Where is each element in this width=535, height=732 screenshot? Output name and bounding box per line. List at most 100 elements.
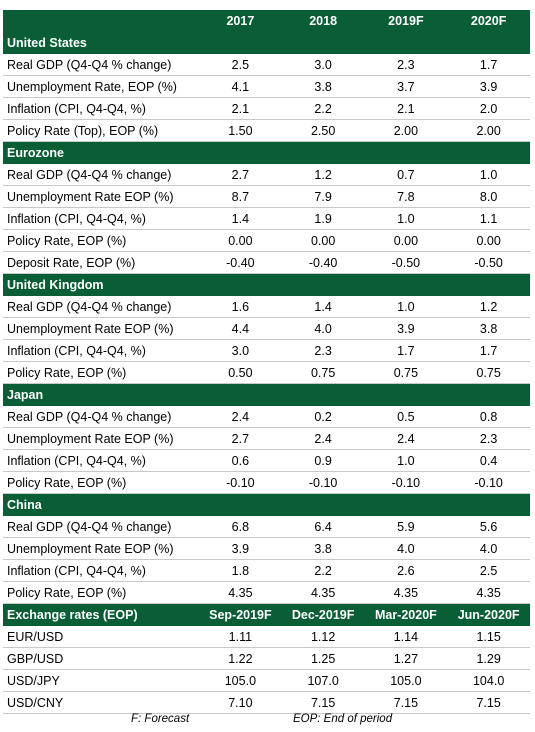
table-row-value-3: 0.00 [476, 233, 501, 248]
table-row-value-2: 1.0 [397, 453, 415, 468]
table-row-value-2: 4.0 [397, 541, 415, 556]
table-row-value-2: 4.35 [393, 585, 419, 600]
table-row-value-3: 2.5 [479, 563, 498, 578]
table-row-value-2: -0.50 [391, 255, 421, 270]
table-row-value-1: 7.15 [310, 695, 336, 710]
table-row-value-3: 8.0 [479, 189, 498, 204]
table-row-value-0: 4.35 [228, 585, 253, 600]
section-header: United Kingdom [3, 274, 530, 296]
table-row-value-0: 2.1 [231, 101, 250, 116]
table-row: Unemployment Rate EOP (%) 2.7 2.4 2.4 2.3 [3, 428, 530, 450]
table-row-value-3: 2.0 [479, 101, 498, 116]
table-row-label: USD/JPY [7, 673, 60, 688]
table-row-value-2: 1.0 [397, 299, 415, 314]
table-row: Policy Rate, EOP (%) 0.50 0.75 0.75 0.75 [3, 362, 530, 384]
table-row-label: Real GDP (Q4-Q4 % change) [7, 299, 172, 314]
table-row-value-3: 1.1 [479, 211, 498, 226]
table-row-value-1: 1.12 [310, 629, 336, 644]
table-row-value-0: 4.1 [231, 79, 250, 94]
table-row-label: Inflation (CPI, Q4-Q4, %) [7, 563, 146, 578]
table-row-value-1: 1.2 [314, 167, 332, 182]
table-row-value-0: -0.10 [226, 475, 255, 490]
exchange-header-row-value-0: Sep-2019F [209, 608, 272, 622]
table-row-label: Unemployment Rate, EOP (%) [7, 79, 177, 94]
table-row: Inflation (CPI, Q4-Q4, %) 2.1 2.2 2.1 2.0 [3, 98, 530, 120]
table-row-value-1: 0.9 [314, 453, 332, 468]
table-row-value-3: -0.10 [474, 475, 503, 490]
forecast-note: F: Forecast [131, 713, 190, 725]
table-row-value-3: 2.00 [476, 123, 501, 138]
table-row: Policy Rate (Top), EOP (%) 1.50 2.50 2.00 2.… [3, 120, 530, 142]
table-row: Unemployment Rate, EOP (%) 4.1 3.8 3.7 3.9 [3, 76, 530, 98]
table-row-value-0: 105.0 [224, 673, 257, 688]
table-row-value-1: 4.0 [314, 321, 332, 336]
table-row-value-2: 0.7 [397, 167, 415, 182]
table-row-value-0: 3.9 [231, 541, 250, 556]
table-row: Inflation (CPI, Q4-Q4, %) 0.6 0.9 1.0 0.4 [3, 450, 530, 472]
table-row-value-3: 4.0 [479, 541, 498, 556]
table-row-value-3: 0.4 [479, 453, 498, 468]
table-row-label: Policy Rate, EOP (%) [7, 233, 127, 248]
table-row-label: Real GDP (Q4-Q4 % change) [7, 167, 172, 182]
exchange-header-row: Exchange rates (EOP) Sep-2019F Dec-2019F Ma… [3, 604, 530, 626]
table-row-label: Real GDP (Q4-Q4 % change) [7, 409, 172, 424]
table-row-value-2: 2.3 [397, 57, 415, 72]
table-row-value-1: 2.3 [314, 343, 332, 358]
table-row-value-2: 2.6 [397, 563, 415, 578]
table-row-value-2: 1.7 [397, 343, 415, 358]
table-row-value-1: 1.9 [314, 211, 332, 226]
exchange-header-row-label: Exchange rates (EOP) [7, 608, 138, 622]
table-row-value-0: 2.5 [231, 57, 250, 72]
table-row: Real GDP (Q4-Q4 % change) 2.7 1.2 0.7 1.0 [3, 164, 530, 186]
table-row-value-0: 4.4 [231, 321, 250, 336]
table-row-label: Policy Rate, EOP (%) [7, 475, 127, 490]
table-row-value-1: 3.0 [314, 57, 332, 72]
table-header-row-value-3: 2020F [470, 14, 507, 28]
table-row-value-3: 3.9 [479, 79, 498, 94]
section-header-label: Japan [7, 388, 44, 402]
table-row-value-0: 1.50 [228, 123, 253, 138]
table-row-label: Real GDP (Q4-Q4 % change) [7, 519, 172, 534]
table-row-value-3: 1.29 [476, 651, 501, 666]
table-row-value-1: 4.35 [310, 585, 336, 600]
section-header: United States [3, 32, 530, 54]
table-row: USD/CNY 7.10 7.15 7.15 7.15 [3, 692, 530, 714]
table-row-value-0: 1.6 [231, 299, 250, 314]
table-row-value-0: 1.11 [228, 629, 253, 644]
table-row-value-3: 4.35 [476, 585, 501, 600]
table-row-label: Real GDP (Q4-Q4 % change) [7, 57, 172, 72]
table-row-value-2: 0.5 [397, 409, 415, 424]
table-row-value-1: 2.2 [314, 101, 332, 116]
table-row-value-0: 0.00 [228, 233, 253, 248]
table-row-label: Unemployment Rate EOP (%) [7, 189, 174, 204]
table-row-value-0: 7.10 [228, 695, 253, 710]
table-row-value-2: 2.4 [397, 431, 415, 446]
table-row-value-0: 0.50 [228, 365, 253, 380]
section-header: Eurozone [3, 142, 530, 164]
table-row-value-0: 1.22 [228, 651, 253, 666]
table-row-value-3: 0.8 [479, 409, 498, 424]
table-row-value-2: 5.9 [397, 519, 415, 534]
table-row-value-2: 2.00 [393, 123, 419, 138]
table-row: Unemployment Rate EOP (%) 4.4 4.0 3.9 3.8 [3, 318, 530, 340]
table-row: Real GDP (Q4-Q4 % change) 2.4 0.2 0.5 0.8 [3, 406, 530, 428]
table-row-value-0: 1.4 [231, 211, 250, 226]
table-row-value-0: 1.8 [231, 563, 250, 578]
table-row-value-0: 2.7 [231, 167, 250, 182]
table-row-value-1: 1.25 [310, 651, 336, 666]
table-row-value-2: 0.00 [393, 233, 419, 248]
table-row-value-2: -0.10 [391, 475, 421, 490]
table-row: Policy Rate, EOP (%) 0.00 0.00 0.00 0.00 [3, 230, 530, 252]
table-row-label: Inflation (CPI, Q4-Q4, %) [7, 343, 146, 358]
exchange-header-row-value-2: Mar-2020F [374, 608, 437, 622]
table-row-value-1: 0.00 [310, 233, 336, 248]
exchange-header-row-value-3: Jun-2020F [457, 608, 520, 622]
table-row-label: EUR/USD [7, 629, 64, 644]
section-header-label: United States [7, 36, 87, 50]
table-row-value-1: 6.4 [314, 519, 332, 534]
table-row-value-3: -0.50 [474, 255, 503, 270]
table-row-label: Policy Rate, EOP (%) [7, 585, 127, 600]
table-row-value-2: 105.0 [390, 673, 422, 688]
table-row-value-3: 1.15 [476, 629, 501, 644]
table-row-value-3: 104.0 [472, 673, 505, 688]
